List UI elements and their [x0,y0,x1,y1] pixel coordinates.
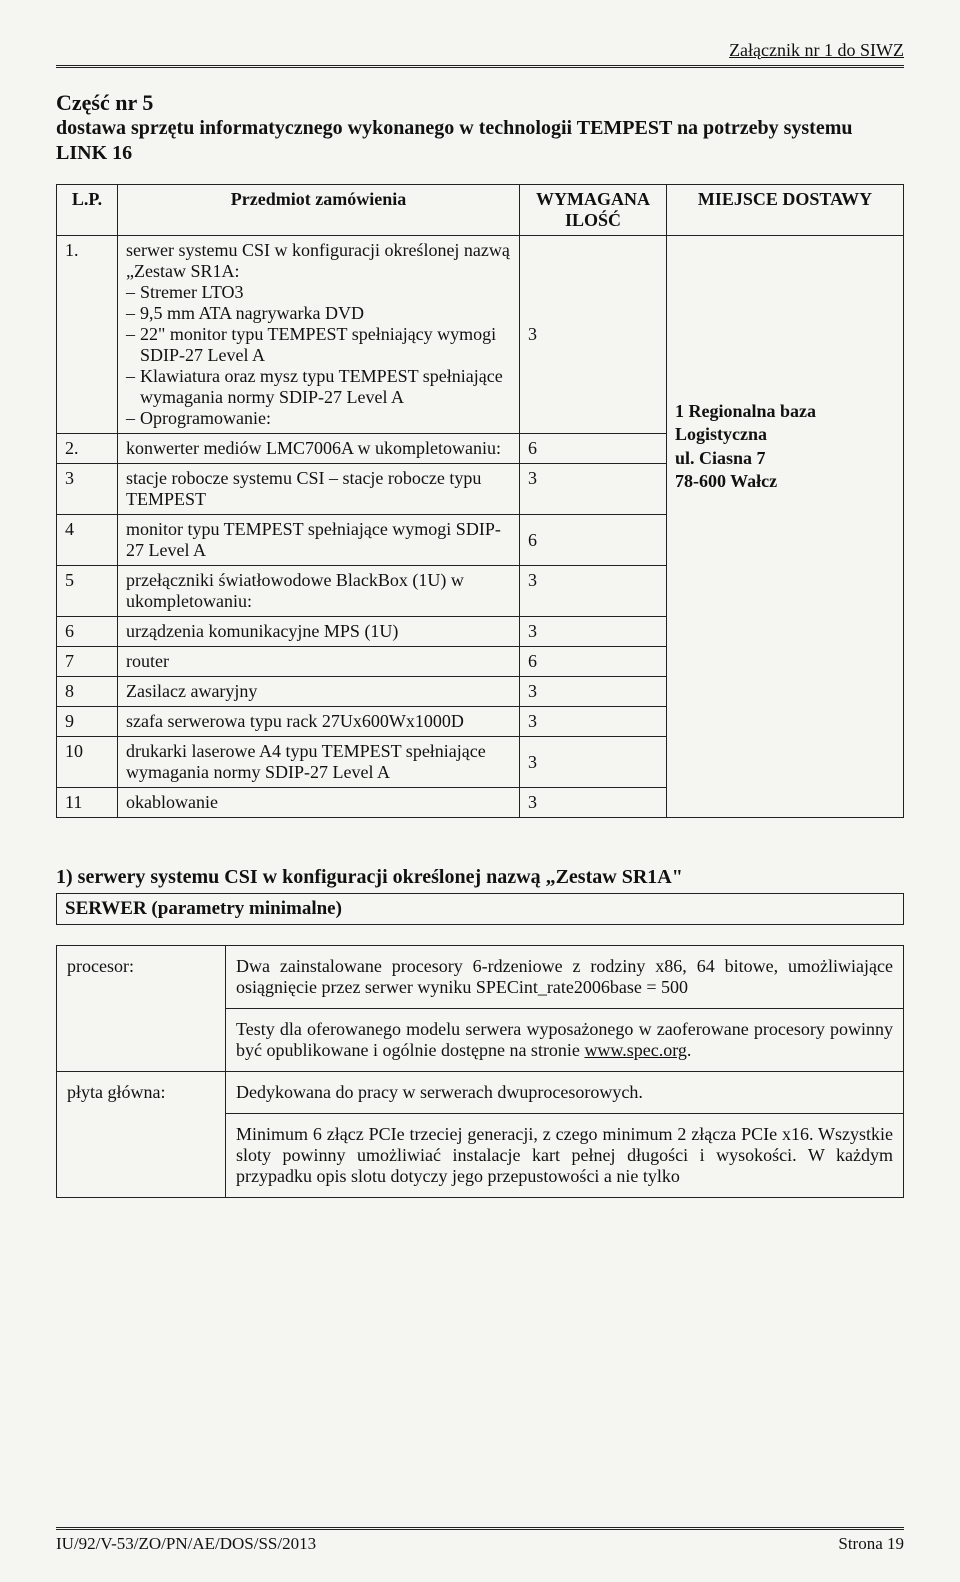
cell-subject: szafa serwerowa typu rack 27Ux600Wx1000D [118,707,520,737]
cell-lp: 8 [57,677,118,707]
cell-qty: 6 [520,647,667,677]
cell-qty: 3 [520,236,667,434]
cell-subject: monitor typu TEMPEST spełniające wymogi … [118,515,520,566]
cell-qty: 6 [520,434,667,464]
spec-row: płyta główna: Dedykowana do pracy w serw… [57,1072,904,1114]
footer-left: IU/92/V-53/ZO/PN/AE/DOS/SS/2013 [56,1534,316,1554]
spec-para: Minimum 6 złącz PCIe trzeciej generacji,… [236,1124,893,1187]
cell-lp: 9 [57,707,118,737]
cell-qty: 3 [520,464,667,515]
cell-subject: router [118,647,520,677]
spec-link[interactable]: www.spec.org [584,1040,686,1060]
items-table: L.P. Przedmiot zamówienia WYMAGANA ILOŚĆ… [56,184,904,818]
th-lp: L.P. [57,185,118,236]
cell-qty: 6 [520,515,667,566]
loc-line4: 78-600 Wałcz [675,471,777,491]
spec-body: Dedykowana do pracy w serwerach dwuproce… [226,1072,904,1114]
cell-qty: 3 [520,677,667,707]
th-location: MIEJSCE DOSTAWY [667,185,904,236]
footer-right: Strona 19 [838,1534,904,1554]
spec-body: Dwa zainstalowane procesory 6-rdzeniowe … [226,946,904,1009]
cell-qty: 3 [520,707,667,737]
cell-lp: 2. [57,434,118,464]
cell-lp: 1. [57,236,118,434]
cell-subject: serwer systemu CSI w konfiguracji określ… [118,236,520,434]
cell-lp: 10 [57,737,118,788]
cell-subject: drukarki laserowe A4 typu TEMPEST spełni… [118,737,520,788]
list-item: Oprogramowanie: [140,408,511,429]
table-row: 1. serwer systemu CSI w konfiguracji okr… [57,236,904,434]
cell-subject: konwerter mediów LMC7006A w ukompletowan… [118,434,520,464]
spec-body: Minimum 6 złącz PCIe trzeciej generacji,… [226,1114,904,1198]
cell-lp: 3 [57,464,118,515]
top-rule [56,65,904,68]
table-header-row: L.P. Przedmiot zamówienia WYMAGANA ILOŚĆ… [57,185,904,236]
subject-list: Stremer LTO3 9,5 mm ATA nagrywarka DVD 2… [126,282,511,429]
cell-qty: 3 [520,737,667,788]
footer-row: IU/92/V-53/ZO/PN/AE/DOS/SS/2013 Strona 1… [56,1534,904,1554]
spec-row: procesor: Dwa zainstalowane procesory 6-… [57,946,904,1009]
loc-line3: ul. Ciasna 7 [675,448,766,468]
loc-line2: Logistyczna [675,424,767,444]
cell-lp: 4 [57,515,118,566]
cell-qty: 3 [520,788,667,818]
location-text: 1 Regionalna baza Logistyczna ul. Ciasna… [675,240,895,494]
page-footer: IU/92/V-53/ZO/PN/AE/DOS/SS/2013 Strona 1… [56,1527,904,1554]
subject-lead: serwer systemu CSI w konfiguracji określ… [126,240,510,281]
document-page: Załącznik nr 1 do SIWZ Część nr 5 dostaw… [0,0,960,1582]
cell-qty: 3 [520,566,667,617]
cell-qty: 3 [520,617,667,647]
spec-body: Testy dla oferowanego modelu serwera wyp… [226,1009,904,1072]
th-qty: WYMAGANA ILOŚĆ [520,185,667,236]
part-number: Część nr 5 [56,90,904,116]
spec-para: Dwa zainstalowane procesory 6-rdzeniowe … [236,956,893,998]
section-subhead: SERWER (parametry minimalne) [56,893,904,925]
attachment-label: Załącznik nr 1 do SIWZ [56,40,904,61]
spec-label: płyta główna: [57,1072,226,1198]
title-block: Część nr 5 dostawa sprzętu informatyczne… [56,90,904,166]
spec-label: procesor: [57,946,226,1072]
section-heading: 1) serwery systemu CSI w konfiguracji ok… [56,866,904,889]
cell-subject: przełączniki światłowodowe BlackBox (1U)… [118,566,520,617]
list-item: Stremer LTO3 [140,282,511,303]
list-item: Klawiatura oraz mysz typu TEMPEST spełni… [140,366,511,408]
cell-subject: stacje robocze systemu CSI – stacje robo… [118,464,520,515]
th-subject: Przedmiot zamówienia [118,185,520,236]
spec-para: Dedykowana do pracy w serwerach dwuproce… [236,1082,893,1103]
cell-lp: 7 [57,647,118,677]
cell-lp: 6 [57,617,118,647]
loc-line1: 1 Regionalna baza [675,401,816,421]
cell-lp: 11 [57,788,118,818]
footer-rule [56,1527,904,1530]
part-description: dostawa sprzętu informatycznego wykonane… [56,116,904,166]
spec-text: Testy dla oferowanego modelu serwera wyp… [236,1019,893,1060]
cell-subject: urządzenia komunikacyjne MPS (1U) [118,617,520,647]
spec-table: procesor: Dwa zainstalowane procesory 6-… [56,945,904,1198]
cell-lp: 5 [57,566,118,617]
spec-para: Testy dla oferowanego modelu serwera wyp… [236,1019,893,1061]
list-item: 9,5 mm ATA nagrywarka DVD [140,303,511,324]
cell-location: 1 Regionalna baza Logistyczna ul. Ciasna… [667,236,904,818]
list-item: 22" monitor typu TEMPEST spełniający wym… [140,324,511,366]
cell-subject: Zasilacz awaryjny [118,677,520,707]
attachment-text: Załącznik nr 1 do SIWZ [729,40,904,60]
cell-subject: okablowanie [118,788,520,818]
